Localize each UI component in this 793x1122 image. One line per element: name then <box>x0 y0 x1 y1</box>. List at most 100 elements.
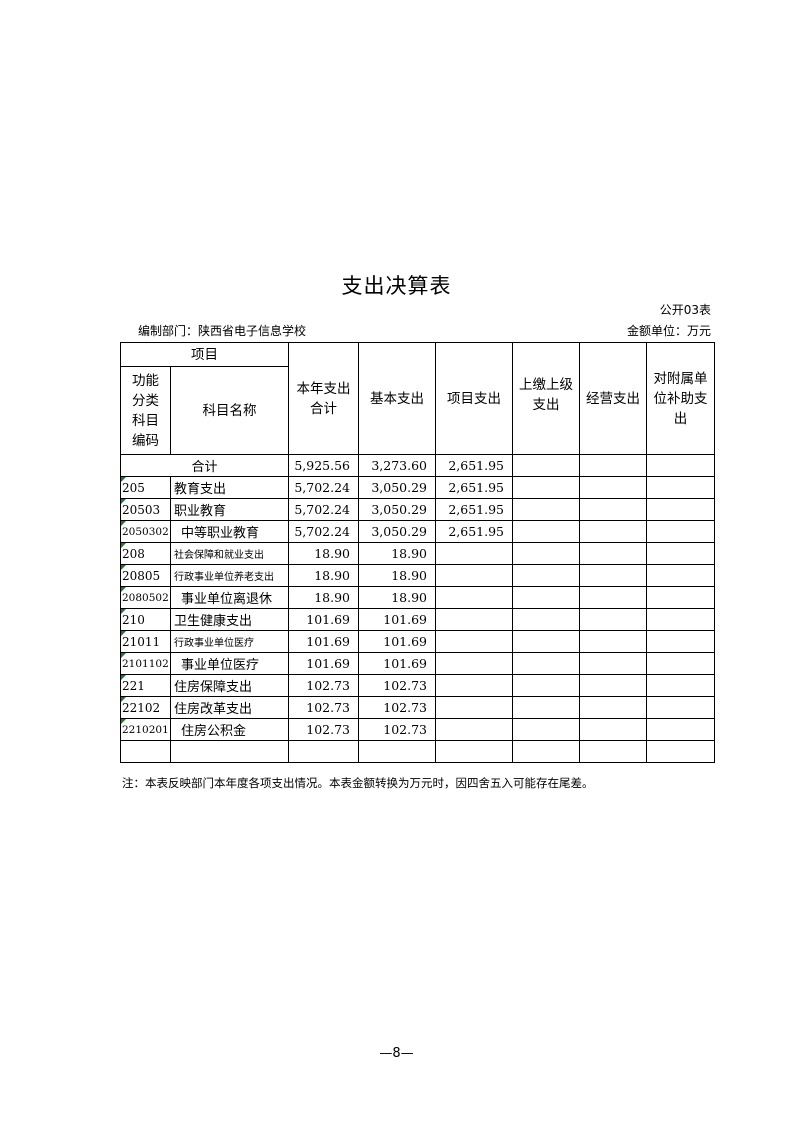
row-project: 2,651.95 <box>435 520 513 543</box>
empty-cell <box>646 630 715 653</box>
empty-cell <box>579 630 647 653</box>
row-code: 22102 <box>120 696 171 719</box>
table-row: 208 社会保障和就业支出 18.90 18.90 <box>120 542 715 565</box>
row-name: 社会保障和就业支出 <box>170 542 289 565</box>
empty-cell <box>435 740 513 763</box>
row-name: 事业单位医疗 <box>170 652 289 675</box>
row-total: 101.69 <box>288 630 359 653</box>
header-name: 科目名称 <box>170 366 289 455</box>
row-project <box>435 630 513 653</box>
empty-cell <box>579 564 647 587</box>
header-business: 经营支出 <box>579 342 647 455</box>
empty-cell <box>579 740 647 763</box>
row-name: 中等职业教育 <box>170 520 289 543</box>
header-project: 项目支出 <box>435 342 513 455</box>
row-total: 101.69 <box>288 652 359 675</box>
empty-cell <box>646 652 715 675</box>
empty-cell <box>512 476 580 499</box>
header-code: 功能分类科目编码 <box>120 366 171 455</box>
row-name: 住房保障支出 <box>170 674 289 697</box>
empty-cell <box>579 718 647 741</box>
total-label: 合计 <box>120 454 289 477</box>
row-name: 住房公积金 <box>170 718 289 741</box>
row-total: 18.90 <box>288 586 359 609</box>
footnote: 注：本表反映部门本年度各项支出情况。本表金额转换为万元时，因四舍五入可能存在尾差… <box>122 776 594 790</box>
empty-cell <box>512 718 580 741</box>
row-code: 2210201 <box>120 718 171 741</box>
empty-cell <box>646 718 715 741</box>
row-name: 职业教育 <box>170 498 289 521</box>
row-basic: 102.73 <box>358 696 436 719</box>
empty-cell <box>512 520 580 543</box>
row-total: 5,702.24 <box>288 498 359 521</box>
row-total: 101.69 <box>288 608 359 631</box>
row-code: 205 <box>120 476 171 499</box>
blank-row <box>120 740 715 763</box>
row-total: 5,702.24 <box>288 476 359 499</box>
row-project <box>435 542 513 565</box>
row-code: 20503 <box>120 498 171 521</box>
empty-cell <box>646 608 715 631</box>
page-title: 支出决算表 <box>341 274 452 298</box>
row-name: 教育支出 <box>170 476 289 499</box>
empty-cell <box>579 454 647 477</box>
empty-cell <box>646 454 715 477</box>
row-code: 20805 <box>120 564 171 587</box>
table-row: 221 住房保障支出 102.73 102.73 <box>120 674 715 697</box>
header-upper: 上缴上级支出 <box>512 342 580 455</box>
row-total: 5,702.24 <box>288 520 359 543</box>
row-code: 210 <box>120 608 171 631</box>
row-name: 事业单位离退休 <box>170 586 289 609</box>
header-basic: 基本支出 <box>358 342 436 455</box>
empty-cell <box>579 542 647 565</box>
department-label: 编制部门：陕西省电子信息学校 <box>138 324 307 338</box>
empty-cell <box>646 564 715 587</box>
empty-cell <box>646 542 715 565</box>
table-row: 205 教育支出 5,702.24 3,050.29 2,651.95 <box>120 476 715 499</box>
row-code: 2101102 <box>120 652 171 675</box>
row-project <box>435 586 513 609</box>
table-row: 21011 行政事业单位医疗 101.69 101.69 <box>120 630 715 653</box>
total-project: 2,651.95 <box>435 454 513 477</box>
total-basic: 3,273.60 <box>358 454 436 477</box>
row-total: 102.73 <box>288 674 359 697</box>
row-project: 2,651.95 <box>435 476 513 499</box>
row-basic: 3,050.29 <box>358 498 436 521</box>
empty-cell <box>579 498 647 521</box>
row-name: 卫生健康支出 <box>170 608 289 631</box>
empty-cell <box>579 696 647 719</box>
empty-cell <box>646 586 715 609</box>
row-project <box>435 674 513 697</box>
row-basic: 3,050.29 <box>358 520 436 543</box>
empty-cell <box>579 674 647 697</box>
row-name: 行政事业单位养老支出 <box>170 564 289 587</box>
empty-cell <box>512 696 580 719</box>
header-item: 项目 <box>120 342 289 367</box>
row-code: 221 <box>120 674 171 697</box>
empty-cell <box>512 564 580 587</box>
row-basic: 3,050.29 <box>358 476 436 499</box>
empty-cell <box>646 740 715 763</box>
page-number: —8— <box>379 1046 414 1061</box>
row-total: 18.90 <box>288 542 359 565</box>
row-basic: 102.73 <box>358 674 436 697</box>
row-project: 2,651.95 <box>435 498 513 521</box>
empty-cell <box>646 696 715 719</box>
table-row: 22102 住房改革支出 102.73 102.73 <box>120 696 715 719</box>
total-row: 合计 5,925.56 3,273.60 2,651.95 <box>120 454 715 477</box>
empty-cell <box>646 674 715 697</box>
table-row: 2210201 住房公积金 102.73 102.73 <box>120 718 715 741</box>
empty-cell <box>512 454 580 477</box>
row-code: 208 <box>120 542 171 565</box>
form-number: 公开03表 <box>659 303 711 317</box>
empty-cell <box>646 476 715 499</box>
row-total: 102.73 <box>288 718 359 741</box>
empty-cell <box>288 740 359 763</box>
empty-cell <box>512 652 580 675</box>
empty-cell <box>646 520 715 543</box>
row-project <box>435 718 513 741</box>
row-basic: 101.69 <box>358 630 436 653</box>
empty-cell <box>579 520 647 543</box>
row-project <box>435 696 513 719</box>
empty-cell <box>579 652 647 675</box>
